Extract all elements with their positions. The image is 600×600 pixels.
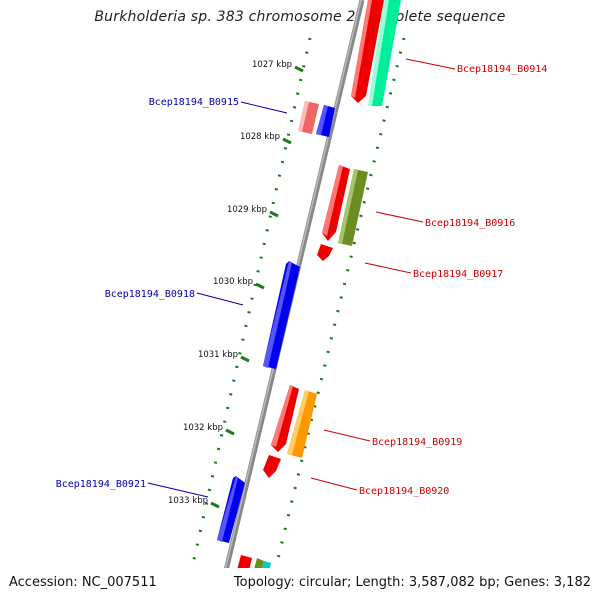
gene-callout-line <box>364 262 412 274</box>
ruler-tick-label: 1032 kbp <box>183 423 223 433</box>
gene-features <box>217 0 401 600</box>
gene-label[interactable]: Bcep18194_B0920 <box>359 486 449 497</box>
gene-feature-b0920[interactable] <box>263 455 281 478</box>
ruler-tick-label: 1031 kbp <box>198 350 238 360</box>
gene-label[interactable]: Bcep18194_B0916 <box>425 218 515 229</box>
gene-label[interactable]: Bcep18194_B0914 <box>457 64 547 75</box>
gene-callout-line <box>147 482 209 498</box>
gene-label[interactable]: Bcep18194_B0915 <box>149 97 239 108</box>
gene-feature-b0922-c[interactable] <box>254 561 271 600</box>
gene-feature-b0915[interactable] <box>298 101 319 134</box>
ruler-ticks: 1027 kbp 1028 kbp 1029 kbp 1030 kbp 1031 kbp… <box>153 60 304 579</box>
ruler-tick-mark <box>294 65 304 73</box>
accession-text: Accession: NC_007511 <box>9 575 157 590</box>
gene-feature-b0916[interactable] <box>322 165 350 241</box>
gene-callout-line <box>375 211 424 223</box>
gene-feature-b0917[interactable] <box>317 244 333 261</box>
ruler-tick-label: 1034 kbp <box>153 568 193 578</box>
gene-feature-b0921[interactable] <box>217 476 245 543</box>
left-guide-line <box>190 37 312 568</box>
ruler-tick-mark <box>210 501 220 509</box>
gene-label[interactable]: Bcep18194_B0918 <box>105 289 195 300</box>
gene-label[interactable]: Bcep18194_B0921 <box>56 479 146 490</box>
gene-feature-b0922[interactable] <box>229 555 252 600</box>
ruler-tick-mark <box>282 137 292 145</box>
gene-feature-b0914[interactable] <box>351 0 384 103</box>
gene-feature-b0919[interactable] <box>271 385 299 452</box>
ruler-tick-mark <box>255 282 265 290</box>
ruler-tick-mark <box>240 355 250 363</box>
ruler-tick-label: 1033 kbp <box>168 496 208 506</box>
gene-feature-b0918[interactable] <box>263 261 300 369</box>
ruler-tick-label: 1029 kbp <box>227 205 267 215</box>
genome-summary-text: Topology: circular; Length: 3,587,082 bp… <box>233 575 591 590</box>
gene-feature-b0916-b[interactable] <box>338 169 368 246</box>
gene-callout-line <box>323 429 371 442</box>
gene-callout-line <box>240 101 288 114</box>
gene-label[interactable]: Bcep18194_B0919 <box>372 437 462 448</box>
gene-callout-line <box>196 292 244 306</box>
gene-callouts: Bcep18194_B0914 Bcep18194_B0915 Bcep18194_… <box>56 58 547 498</box>
ruler-tick-mark <box>269 210 279 218</box>
gene-feature-b0914-b[interactable] <box>368 0 401 106</box>
ruler-tick-label: 1028 kbp <box>240 132 280 142</box>
gene-callout-line <box>405 58 456 70</box>
gene-feature-b0915-b[interactable] <box>316 105 335 137</box>
ruler-tick-mark <box>225 428 235 436</box>
gene-callout-line <box>310 477 358 491</box>
map-title: Burkholderia sp. 383 chromosome 2, compl… <box>94 9 506 25</box>
ruler-tick-label: 1030 kbp <box>213 277 253 287</box>
gene-label[interactable]: Bcep18194_B0917 <box>413 269 503 280</box>
gene-feature-b0919-b[interactable] <box>287 390 317 458</box>
ruler-tick-label: 1027 kbp <box>252 60 292 70</box>
gene-feature-b0922-b[interactable] <box>246 558 264 600</box>
ruler-tick-mark <box>196 575 204 579</box>
